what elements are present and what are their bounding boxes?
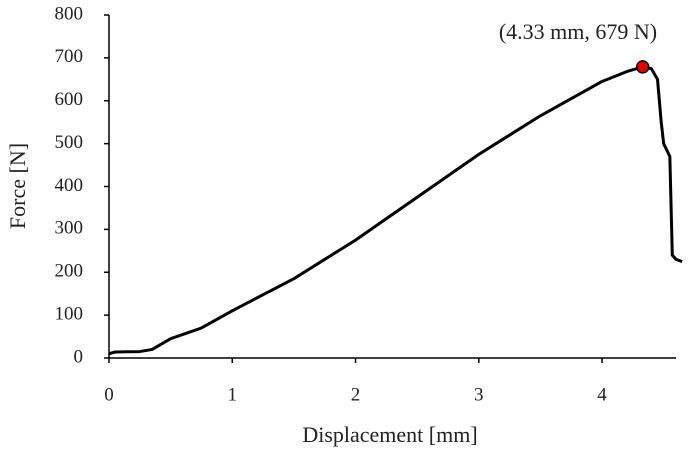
highlight-point: [635, 60, 650, 74]
y-tick-label: 500: [55, 132, 84, 153]
y-tick-label: 0: [74, 346, 84, 367]
x-tick-label: 3: [474, 384, 484, 405]
x-tick-label: 2: [351, 384, 361, 405]
y-tick-label: 700: [55, 46, 84, 67]
x-tick-label: 4: [597, 384, 607, 405]
x-tick-label: 1: [228, 384, 238, 405]
x-axis-title: Displacement [mm]: [302, 422, 477, 447]
y-tick-label: 300: [55, 218, 84, 239]
annotation: (4.33 mm, 679 N): [499, 19, 657, 44]
y-tick-label: 100: [55, 303, 84, 324]
y-tick-label: 400: [55, 175, 84, 196]
x-tick-label: 0: [104, 384, 114, 405]
data-line: [108, 65, 683, 356]
y-axis-title: Force [N]: [5, 143, 30, 229]
y-tick-label: 800: [55, 3, 84, 24]
y-tick-label: 200: [55, 261, 84, 282]
y-tick-label: 600: [55, 89, 84, 110]
